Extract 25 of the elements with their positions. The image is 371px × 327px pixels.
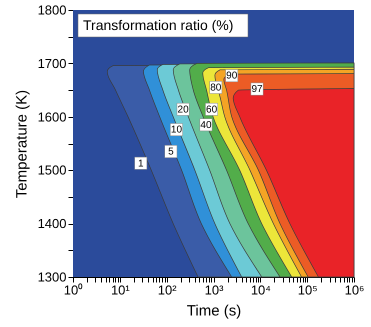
y-tick-label: 1700 bbox=[38, 56, 66, 71]
x-tick-label: 10⁶ bbox=[344, 282, 364, 298]
annotation: 20 bbox=[178, 104, 190, 116]
annotation: 60 bbox=[206, 104, 218, 116]
annotation: 5 bbox=[168, 146, 174, 158]
x-tick-label: 10⁴ bbox=[250, 282, 271, 298]
y-axis-title: Temperature (K) bbox=[14, 90, 31, 198]
x-axis-title: Time (s) bbox=[186, 302, 242, 320]
y-tick-label: 1400 bbox=[38, 216, 66, 232]
annotation: 40 bbox=[200, 120, 212, 131]
annotation: 80 bbox=[210, 82, 222, 94]
text: Transformation ratio (%) bbox=[83, 17, 234, 33]
annotation: 10 bbox=[170, 124, 182, 136]
y-tick-label: 1500 bbox=[38, 162, 66, 178]
y-tick-label: 1300 bbox=[38, 270, 66, 284]
x-tick-label: 10⁵ bbox=[298, 282, 318, 298]
annotation: 1 bbox=[138, 158, 144, 170]
x-tick-label: 10¹ bbox=[110, 282, 130, 298]
y-tick-label: 1800 bbox=[38, 2, 66, 18]
x-tick-label: 10⁰ bbox=[64, 282, 84, 298]
x-tick-label: 10³ bbox=[204, 282, 224, 298]
annotation: 97 bbox=[251, 84, 264, 96]
y-tick-label: 1600 bbox=[38, 109, 66, 124]
x-tick-label: 10² bbox=[158, 282, 178, 298]
annotation: 90 bbox=[226, 70, 238, 82]
